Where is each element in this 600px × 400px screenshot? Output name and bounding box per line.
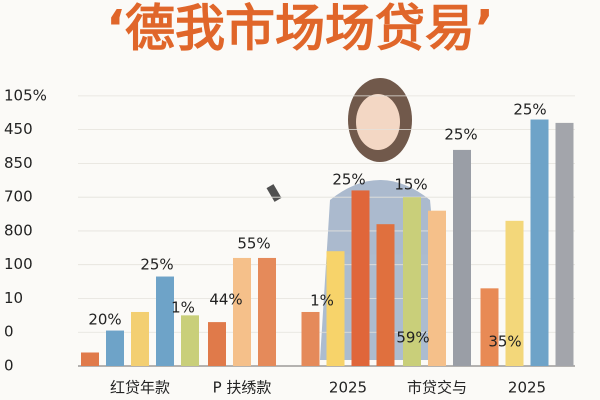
annotation: 25% xyxy=(140,256,173,274)
y-tick-label: 10 xyxy=(4,289,23,307)
annotation: 59% xyxy=(396,329,429,347)
bar xyxy=(156,276,174,366)
y-tick-label: 700 xyxy=(4,188,33,206)
x-tick-label: 2025 xyxy=(329,379,367,397)
annotation: 1% xyxy=(171,299,195,317)
bar xyxy=(233,257,251,366)
y-tick-label: 800 xyxy=(4,221,33,239)
y-tick-label: 0 xyxy=(4,323,14,341)
annotation: 25% xyxy=(444,126,477,144)
annotation: 15% xyxy=(394,176,427,194)
annotation: 1% xyxy=(310,292,334,310)
bar xyxy=(258,257,276,366)
bar xyxy=(376,224,395,366)
bar xyxy=(428,210,446,366)
x-tick-label: 市贷交与 xyxy=(407,379,467,397)
annotation: 35% xyxy=(488,333,521,351)
x-tick-label: 2025 xyxy=(508,379,546,397)
bar xyxy=(81,352,99,366)
bar xyxy=(555,122,574,366)
bar xyxy=(326,251,345,366)
x-tick-label: P 扶绣款 xyxy=(213,379,272,397)
bar xyxy=(530,119,549,367)
bar xyxy=(131,311,149,366)
annotation: 55% xyxy=(237,235,270,253)
bar xyxy=(480,288,499,366)
bar xyxy=(181,315,199,366)
bar xyxy=(351,190,370,366)
bar xyxy=(208,322,226,366)
y-tick-label: 450 xyxy=(4,120,33,138)
y-tick-label: 105% xyxy=(4,86,47,104)
chart-title: ‘德我市场场贷易’ xyxy=(106,0,494,58)
y-tick-label: 100 xyxy=(4,255,33,273)
annotation: 25% xyxy=(332,171,365,189)
bar xyxy=(453,149,471,366)
bar xyxy=(106,330,124,366)
annotation: 20% xyxy=(88,311,121,329)
annotation: 44% xyxy=(209,291,242,309)
x-tick-label: 红贷年款 xyxy=(110,379,170,397)
y-tick-label: 0 xyxy=(4,357,14,375)
annotation: 25% xyxy=(513,101,546,119)
bar xyxy=(301,311,320,366)
bar xyxy=(505,220,524,366)
y-tick-label: 850 xyxy=(4,154,33,172)
bar xyxy=(403,197,421,366)
